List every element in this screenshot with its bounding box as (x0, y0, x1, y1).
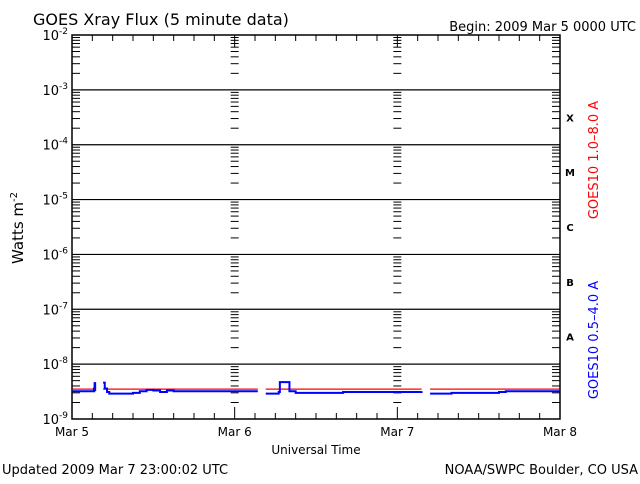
source-text: NOAA/SWPC Boulder, CO USA (445, 463, 638, 478)
y-tick-label: 10-5 (42, 192, 68, 209)
plot-area: 10-9 10-8 10-7 10-6 10-5 10-4 10-3 10-2 Mar 5 Mar… (42, 27, 577, 439)
y-tick-label: 10-3 (42, 82, 68, 99)
x-axis-label: Universal Time (271, 443, 360, 457)
begin-label: Begin: 2009 Mar 5 0000 UTC (449, 20, 636, 35)
y-tick-label: 10-6 (42, 246, 68, 263)
updated-text: Updated 2009 Mar 7 23:00:02 UTC (2, 463, 228, 478)
series-1-line (265, 381, 423, 395)
y-axis-label: Watts m-2 (9, 192, 27, 264)
flare-class-label: B (566, 278, 574, 289)
y-tick-label: 10-9 (42, 411, 68, 428)
y-tick-label: 10-4 (42, 137, 68, 154)
x-tick-label: Mar 6 (218, 425, 252, 439)
x-tick-label: Mar 7 (380, 425, 414, 439)
flare-class-label: M (565, 168, 575, 179)
flare-class-label: A (566, 333, 574, 344)
x-tick-label: Mar 8 (543, 425, 577, 439)
x-tick-label: Mar 5 (55, 425, 89, 439)
flare-class-label: X (566, 113, 574, 124)
plot-frame (71, 34, 561, 420)
series-label-long: GOES10 1.0–8.0 A (587, 101, 602, 219)
flare-class-label: C (566, 223, 573, 234)
y-tick-label: 10-7 (42, 301, 68, 318)
series-1-line (430, 390, 560, 395)
y-tick-label: 10-2 (42, 27, 68, 44)
series-1-line (72, 382, 97, 393)
series-1-line (103, 381, 258, 395)
y-tick-label: 10-8 (42, 356, 68, 373)
chart-title: GOES Xray Flux (5 minute data) (33, 10, 289, 29)
series-label-short: GOES10 0.5–4.0 A (587, 281, 602, 399)
